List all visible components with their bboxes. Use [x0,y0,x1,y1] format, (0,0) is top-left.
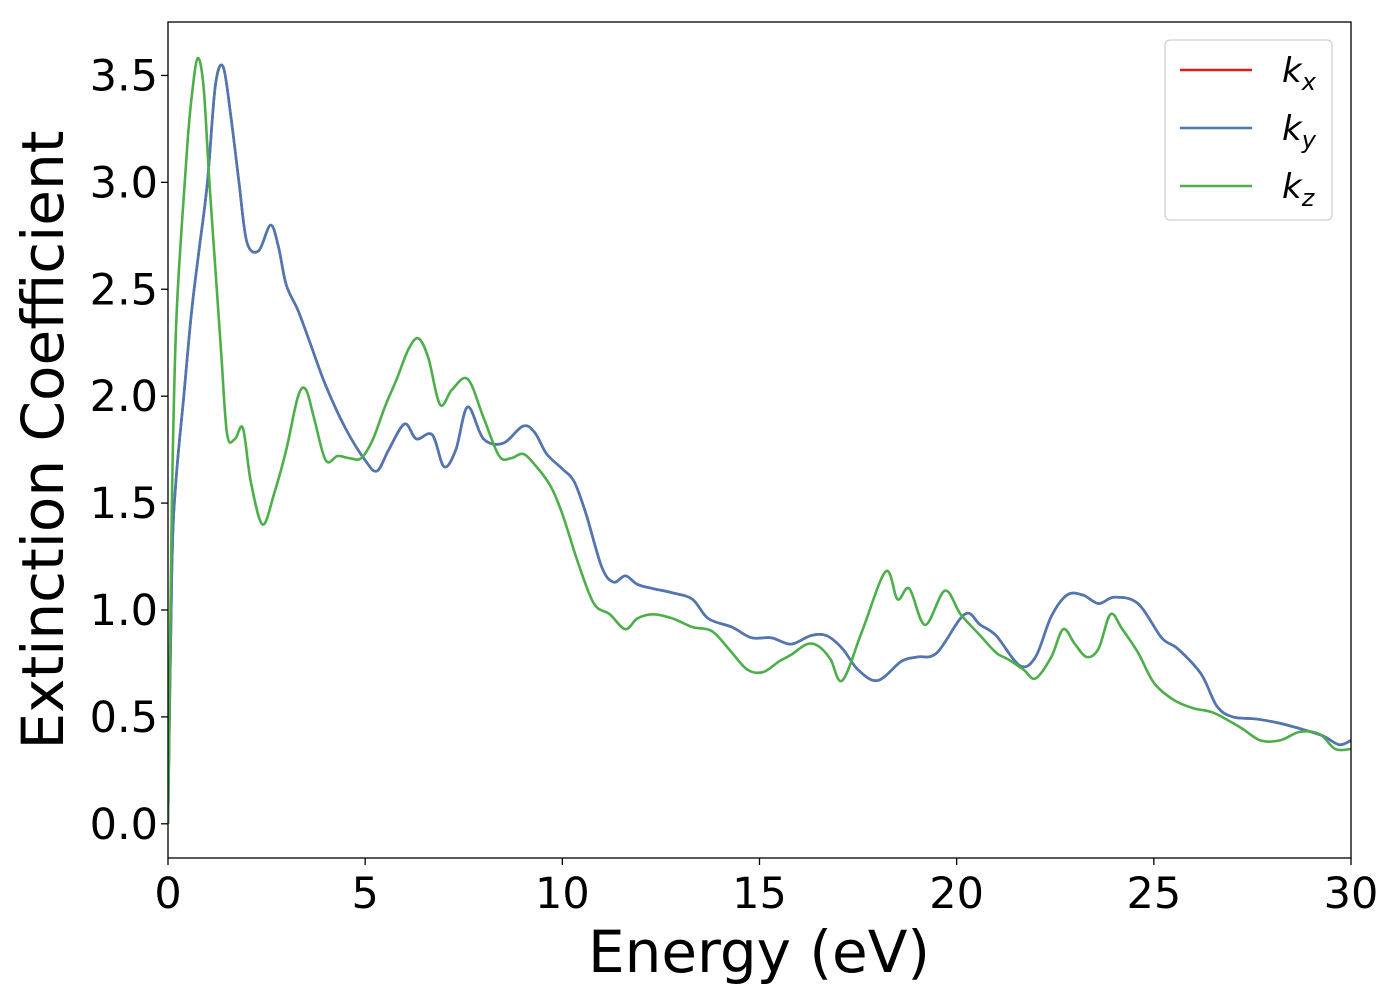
x-axis-ticks: 0 5 10 15 20 25 30 [154,858,1378,919]
legend-label-kx: kx [1282,51,1317,96]
y-tick-label: 3.5 [90,51,158,101]
y-tick-label: 1.5 [90,479,158,529]
legend-label-ky: ky [1282,109,1317,154]
x-tick-label: 15 [732,869,787,919]
legend: kx ky kz [1164,39,1333,221]
x-tick-label: 30 [1324,869,1379,919]
y-axis-ticks: 0.0 0.5 1.0 1.5 2.0 2.5 3.0 3.5 [90,51,168,850]
x-tick-label: 10 [535,869,590,919]
series-line-ky [168,63,1351,824]
legend-label-kz: kz [1282,167,1316,212]
y-tick-label: 0.5 [90,693,158,743]
x-tick-label: 0 [154,869,181,919]
x-tick-label: 25 [1126,869,1181,919]
x-tick-label: 5 [351,869,378,919]
y-tick-label: 3.0 [90,158,158,208]
y-axis-title: Extinction Coefficient [9,131,77,750]
y-tick-label: 2.0 [90,372,158,422]
legend-items: kx ky kz [1180,51,1317,212]
y-tick-label: 1.0 [90,586,158,636]
series-line-kz [168,56,1351,824]
y-tick-label: 0.0 [90,800,158,850]
x-axis-title: Energy (eV) [588,918,930,986]
series-layer [168,56,1351,824]
x-tick-label: 20 [929,869,984,919]
y-tick-label: 2.5 [90,265,158,315]
legend-box [1164,39,1333,221]
